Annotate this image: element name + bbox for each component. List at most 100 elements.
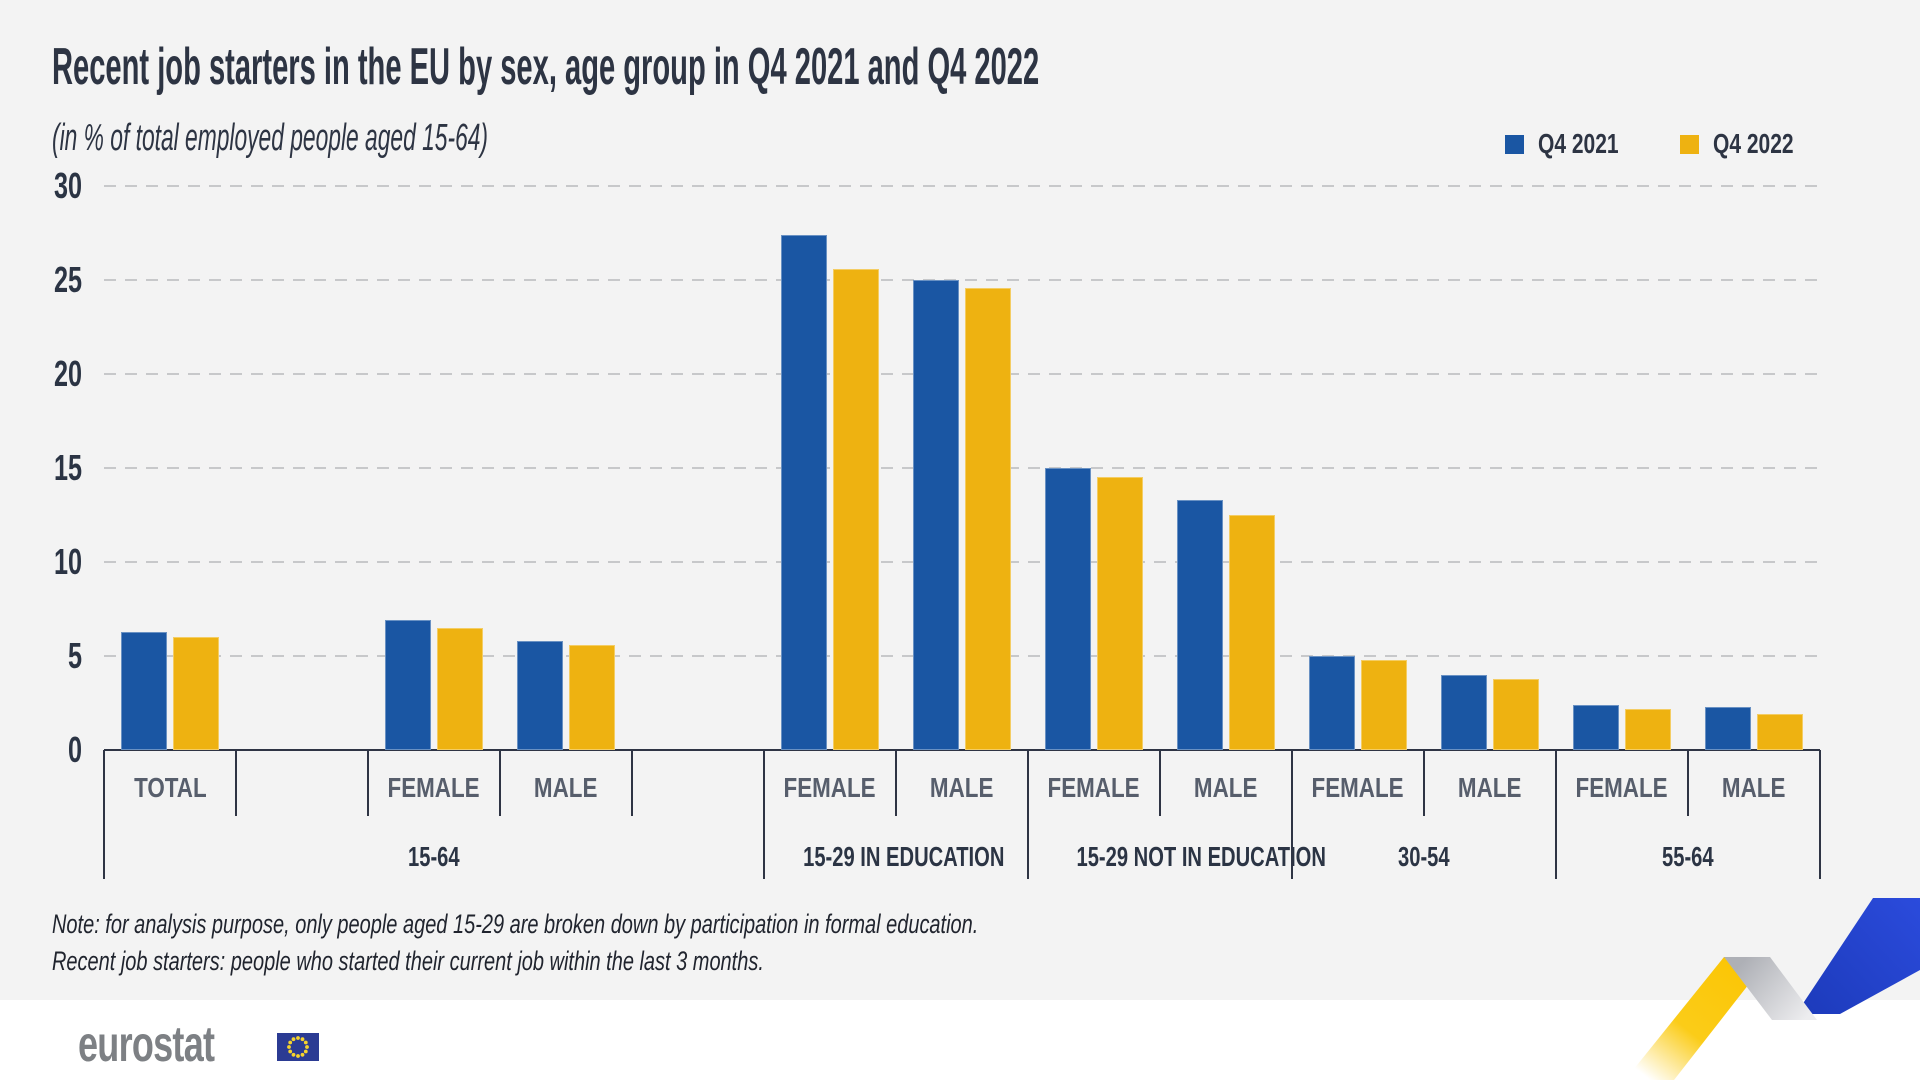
bar-q4-2022-female-11 [1625,708,1671,750]
y-axis-label-30-text: 30 [53,165,82,206]
x-axis-cell-label-female-11: FEMALE [1556,765,1688,811]
y-axis-label-20: 20 [22,355,82,393]
x-axis-cell-label-male-6: MALE [896,765,1028,811]
axis-tick-12 [1687,750,1689,816]
y-axis-label-15-text: 15 [53,447,82,488]
x-axis-group-label-15-29-not-in-education: 15-29 NOT IN EDUCATION [1028,836,1325,878]
x-axis-cell-label-female-2-text: FEMALE [387,772,481,803]
bar-q4-2022-total-0 [173,637,219,750]
axis-tick-2 [367,750,369,816]
gridline-5 [104,655,1820,657]
note-line-2: Recent job starters: people who started … [52,946,764,976]
x-axis-cell-label-male-3-text: MALE [534,772,598,803]
eurostat-logo: eurostat [78,1016,320,1072]
x-axis-group-label-30-54-text: 30-54 [1398,841,1450,872]
bar-q4-2022-female-7 [1097,477,1143,750]
x-axis-group-label-15-64-text: 15-64 [408,841,460,872]
x-axis-line [104,749,1820,751]
bar-q4-2022-male-12 [1757,714,1803,750]
group-separator-0 [103,750,105,879]
y-axis-label-0-text: 0 [67,729,82,770]
x-axis-cell-label-total-0: TOTAL [104,765,236,811]
axis-tick-10 [1423,750,1425,816]
x-axis-cell-label-total-0-text: TOTAL [133,772,207,803]
bar-q4-2021-male-12 [1705,706,1751,750]
y-axis-label-0: 0 [22,731,82,769]
x-axis-cell-label-female-2: FEMALE [368,765,500,811]
group-separator-end [1819,750,1821,879]
chart-title: Recent job starters in the EU by sex, ag… [52,38,1040,96]
bar-q4-2021-female-5 [781,234,827,750]
x-axis-cell-label-male-10: MALE [1424,765,1556,811]
legend-label-q4-2021: Q4 2021 [1538,128,1645,160]
axis-tick-1 [235,750,237,816]
x-axis-cell-label-female-5: FEMALE [764,765,896,811]
x-axis-cell-label-male-3: MALE [500,765,632,811]
x-axis-cell-label-female-7-text: FEMALE [1047,772,1141,803]
legend-label-q4-2022: Q4 2022 [1713,128,1820,160]
x-axis-group-label-15-29-in-education-text: 15-29 IN EDUCATION [803,841,1005,872]
x-axis-cell-label-male-12-text: MALE [1722,772,1786,803]
legend: Q4 2021 Q4 2022 [1505,128,1820,160]
bar-q4-2022-male-8 [1229,515,1275,750]
chart-notes: Note: for analysis purpose, only people … [52,906,1304,980]
bar-q4-2022-female-9 [1361,659,1407,750]
eurostat-logo-text: eurostat [78,1016,215,1072]
x-axis-cell-label-female-7: FEMALE [1028,765,1160,811]
x-axis-cell-label-male-12: MALE [1688,765,1820,811]
group-separator-3 [1291,750,1293,879]
x-axis-cell-label-female-9-text: FEMALE [1311,772,1405,803]
legend-label-text: Q4 2022 [1712,128,1794,159]
x-axis-cell-label-male-10-text: MALE [1458,772,1522,803]
x-axis-group-label-30-54: 30-54 [1292,836,1556,878]
x-axis-cell-label-male-6-text: MALE [930,772,994,803]
x-axis-group-label-55-64-text: 55-64 [1662,841,1714,872]
bar-q4-2022-female-5 [833,268,879,750]
note-line-1: Note: for analysis purpose, only people … [52,909,979,939]
gridline-25 [104,279,1820,281]
legend-item-q4-2021: Q4 2021 [1505,128,1645,160]
y-axis-label-20-text: 20 [53,353,82,394]
bar-q4-2021-male-6 [913,280,959,750]
y-axis-label-5-text: 5 [67,635,82,676]
legend-item-q4-2022: Q4 2022 [1679,128,1820,160]
axis-tick-4 [631,750,633,816]
bar-q4-2022-male-6 [965,287,1011,750]
bar-q4-2022-male-3 [569,644,615,750]
x-axis-group-label-15-29-not-in-education-text: 15-29 NOT IN EDUCATION [1076,841,1326,872]
bar-q4-2021-female-7 [1045,468,1091,750]
bar-q4-2021-male-8 [1177,499,1223,750]
bar-q4-2021-female-2 [385,620,431,750]
x-axis-group-label-55-64: 55-64 [1556,836,1820,878]
bar-q4-2021-male-10 [1441,674,1487,750]
chart-subtitle: (in % of total employed people aged 15-6… [52,117,489,159]
x-axis-cell-label-female-5-text: FEMALE [783,772,877,803]
x-axis-group-label-15-64: 15-64 [104,836,764,878]
gridline-10 [104,561,1820,563]
group-separator-4 [1555,750,1557,879]
x-axis-group-label-15-29-in-education: 15-29 IN EDUCATION [764,836,1028,878]
group-separator-2 [1027,750,1029,879]
y-axis-label-10: 10 [22,543,82,581]
bar-q4-2021-male-3 [517,640,563,750]
bar-q4-2022-male-10 [1493,678,1539,750]
group-separator-1 [763,750,765,879]
y-axis-label-30: 30 [22,167,82,205]
legend-swatch-q4-2022 [1679,134,1699,154]
bar-q4-2021-female-11 [1573,704,1619,750]
gridline-15 [104,467,1820,469]
x-axis-cell-label-female-9: FEMALE [1292,765,1424,811]
axis-tick-3 [499,750,501,816]
y-axis-label-25: 25 [22,261,82,299]
x-axis-cell-label-male-8: MALE [1160,765,1292,811]
x-axis-cell-label-male-8-text: MALE [1194,772,1258,803]
gridline-20 [104,373,1820,375]
axis-tick-6 [895,750,897,816]
legend-label-text: Q4 2021 [1538,128,1619,159]
bar-q4-2021-female-9 [1309,656,1355,750]
y-axis-label-5: 5 [22,637,82,675]
x-axis-cell-label-female-11-text: FEMALE [1575,772,1669,803]
y-axis-label-15: 15 [22,449,82,487]
y-axis-label-10-text: 10 [53,541,82,582]
